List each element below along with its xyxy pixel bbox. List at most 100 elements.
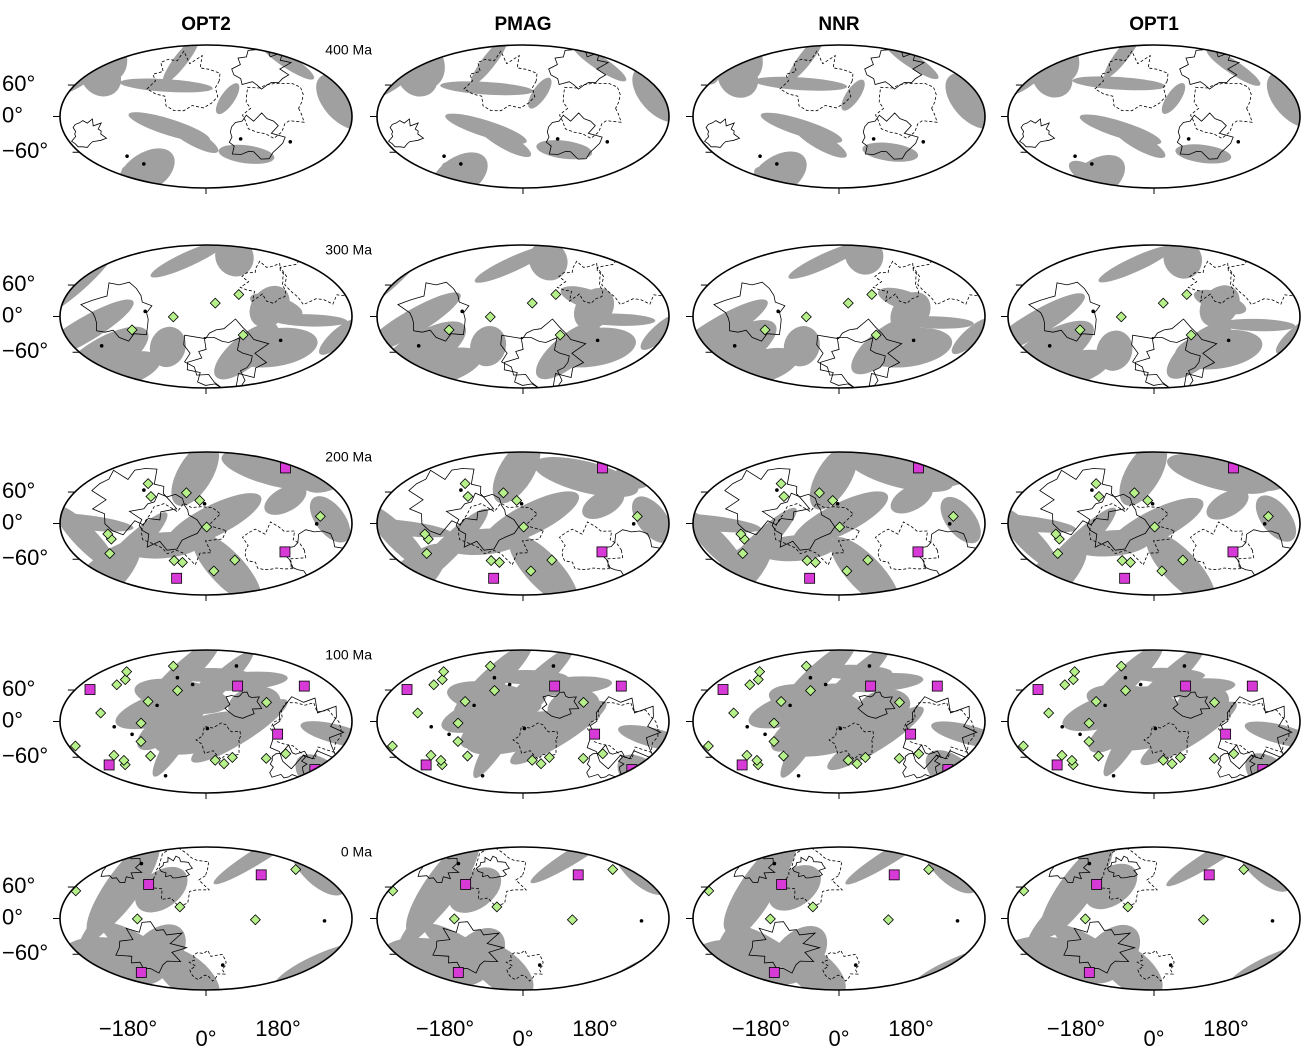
diamond-marker	[233, 289, 245, 301]
square-marker	[804, 572, 816, 584]
anomaly-region	[1119, 452, 1168, 506]
square-marker	[1180, 680, 1192, 692]
continent-outline	[872, 260, 920, 304]
square-marker	[103, 759, 115, 771]
diamond-marker	[893, 752, 905, 764]
dot-marker	[519, 501, 524, 506]
dot-marker	[220, 963, 225, 967]
dot-marker	[205, 726, 210, 731]
dot-marker	[775, 162, 779, 166]
anomaly-region	[528, 77, 552, 109]
continent-outline	[140, 502, 227, 566]
map-panel	[1008, 452, 1300, 595]
continent-outline	[388, 118, 425, 148]
y-tick-label: 60°	[2, 71, 35, 96]
anomaly-region	[1112, 125, 1166, 159]
dot-marker	[460, 309, 464, 314]
continent-outline	[115, 921, 188, 974]
x-tick-label: −180°	[416, 1016, 474, 1041]
square-marker	[1083, 967, 1095, 978]
diamond-marker	[1083, 735, 1095, 748]
square-marker	[912, 546, 924, 558]
continent-outline	[1028, 281, 1101, 342]
continent-outline	[457, 502, 544, 566]
diamond-marker	[118, 754, 130, 766]
diamond-marker	[484, 660, 496, 672]
diamond-marker	[800, 311, 812, 323]
dot-marker	[605, 139, 610, 144]
continent-outline	[1218, 702, 1290, 760]
diamond-marker	[104, 547, 116, 559]
anomaly-region	[792, 491, 889, 547]
anomaly-region	[748, 683, 854, 729]
dot-marker	[314, 522, 319, 526]
dot-marker	[1078, 732, 1082, 737]
square-marker	[572, 869, 584, 881]
diamond-marker	[400, 765, 412, 777]
diamond-marker	[180, 487, 192, 499]
square-marker	[279, 546, 291, 558]
x-tick-label: −180°	[732, 1016, 790, 1041]
dot-marker	[1138, 682, 1143, 687]
square-marker	[931, 680, 943, 692]
map-background	[377, 45, 669, 188]
dot-marker	[1047, 344, 1052, 348]
diamond-marker	[280, 748, 292, 760]
anomaly-region	[812, 664, 893, 680]
dot-marker	[1262, 522, 1267, 526]
continent-outline	[1131, 318, 1218, 388]
continent-outline	[224, 691, 263, 719]
diamond-marker	[1174, 751, 1186, 763]
diamond-marker	[452, 717, 464, 729]
continent-outline	[239, 260, 287, 304]
anomaly-region	[754, 76, 848, 91]
diamond-marker	[577, 752, 589, 764]
dot-marker	[1123, 675, 1128, 680]
dot-marker	[955, 919, 960, 923]
diamond-marker	[83, 765, 95, 777]
diamond-marker	[1079, 913, 1091, 925]
anomaly-region	[1145, 531, 1216, 595]
dot-marker	[459, 488, 463, 492]
column-title: NNR	[818, 14, 859, 35]
diamond-marker	[108, 749, 120, 761]
diamond-marker	[842, 297, 854, 309]
square-marker	[888, 869, 900, 881]
y-tick-label: 0°	[2, 707, 23, 732]
diamond-marker	[1157, 754, 1169, 766]
diamond-marker	[142, 695, 154, 707]
column-title: PMAG	[495, 14, 552, 35]
diamond-marker	[435, 754, 447, 766]
diamond-marker	[459, 478, 471, 490]
continent-outline	[91, 468, 178, 536]
dot-marker	[595, 338, 600, 343]
dot-marker	[1111, 773, 1116, 778]
dot-marker	[416, 344, 421, 348]
continent-outline	[241, 83, 305, 139]
dot-marker	[459, 162, 463, 166]
square-marker	[460, 879, 472, 890]
diamond-marker	[801, 555, 813, 567]
x-tick-label: 0°	[1143, 1026, 1164, 1050]
continent-outline	[445, 492, 520, 551]
anomaly-region	[848, 452, 953, 493]
diamond-marker	[759, 324, 771, 336]
continent-outline	[71, 118, 108, 148]
continent-outline	[475, 855, 511, 879]
diamond-marker	[913, 748, 925, 760]
anomaly-region	[530, 847, 625, 884]
dot-marker	[472, 703, 476, 708]
anomaly-region	[249, 285, 290, 328]
diamond-marker	[535, 758, 547, 770]
anomaly-region	[466, 711, 571, 755]
diamond-marker	[1149, 521, 1161, 533]
diamond-marker	[1124, 556, 1136, 568]
diamond-marker	[421, 547, 433, 559]
square-marker	[1032, 684, 1044, 695]
anomaly-region	[60, 505, 117, 570]
diamond-marker	[194, 495, 206, 507]
diamond-marker	[448, 913, 460, 925]
diamond-marker	[1090, 478, 1102, 490]
continent-outline	[149, 847, 211, 907]
continent-outline	[587, 702, 659, 760]
